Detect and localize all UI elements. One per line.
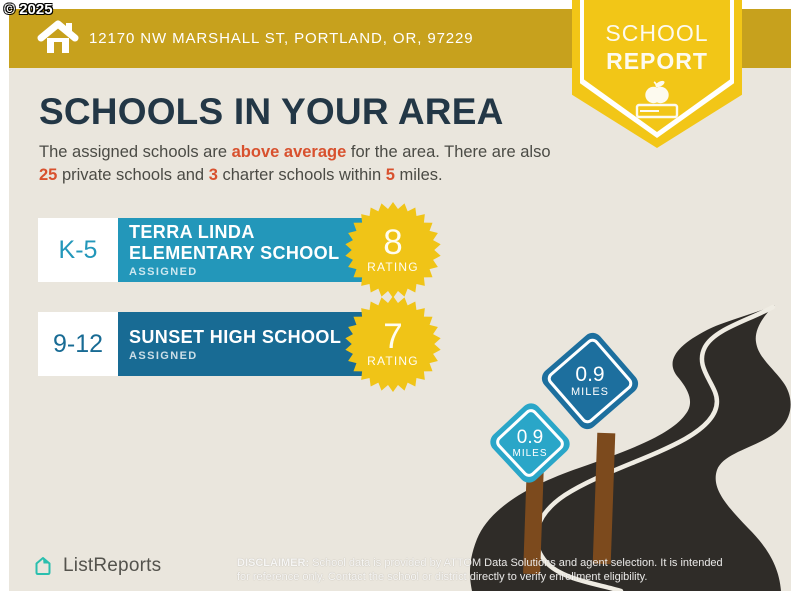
rating-number: 7 bbox=[383, 317, 403, 356]
distance-value: 0.9 bbox=[575, 363, 605, 386]
intro-part: The assigned schools are bbox=[39, 143, 232, 161]
school-name: SUNSET HIGH SCHOOL bbox=[129, 327, 368, 348]
intro-highlight-above-average: above average bbox=[231, 143, 347, 161]
disclaimer-text: DISCLAIMER: School data is provided by A… bbox=[237, 556, 752, 584]
school-name-line1: SUNSET HIGH SCHOOL bbox=[129, 326, 342, 347]
rating-label: RATING bbox=[367, 354, 419, 368]
distance-unit: MILES bbox=[570, 386, 609, 398]
badge-title-line1: SCHOOL bbox=[605, 20, 709, 46]
rating-value-group: 7 RATING bbox=[345, 296, 441, 392]
intro-charter-count: 3 bbox=[208, 166, 218, 185]
intro-part: for the area. There are also bbox=[346, 143, 551, 161]
assigned-label: ASSIGNED bbox=[129, 266, 198, 278]
disclaimer-body-line1: School data is provided by ATTOM Data So… bbox=[309, 557, 723, 569]
badge-content: SCHOOL REPORT bbox=[572, 0, 742, 129]
listreports-logo: ListReports bbox=[31, 554, 161, 578]
school-name-line2: ELEMENTARY SCHOOL bbox=[129, 243, 340, 263]
disclaimer-body-line2: for reference only. Contact the school o… bbox=[237, 571, 648, 583]
distance-value: 0.9 bbox=[516, 426, 544, 448]
sign-text: 0.9 MILES bbox=[499, 412, 561, 474]
listreports-house-icon bbox=[35, 557, 51, 575]
school-name-bar: SUNSET HIGH SCHOOL ASSIGNED bbox=[118, 312, 368, 376]
rating-starburst: 7 RATING bbox=[345, 296, 441, 392]
home-icon bbox=[37, 19, 79, 62]
badge-title-line2: REPORT bbox=[606, 48, 708, 74]
school-report-badge: SCHOOL REPORT bbox=[572, 0, 742, 148]
rating-number: 8 bbox=[383, 223, 403, 262]
apple-on-book-icon bbox=[572, 78, 742, 129]
intro-radius: 5 bbox=[385, 166, 395, 185]
intro-text: The assigned schools are above average f… bbox=[39, 141, 561, 187]
intro-part: private schools and bbox=[57, 166, 209, 185]
distance-unit: MILES bbox=[512, 447, 548, 459]
intro-part: charter schools within bbox=[217, 166, 386, 185]
property-address: 12170 NW MARSHALL ST, PORTLAND, OR, 9722… bbox=[89, 30, 474, 47]
school-row-elementary: K-5 TERRA LINDA ELEMENTARY SCHOOL ASSIGN… bbox=[38, 202, 441, 298]
school-name-line1: TERRA LINDA bbox=[129, 222, 255, 242]
intro-private-count: 25 bbox=[39, 166, 58, 185]
road-shape bbox=[469, 305, 791, 591]
rating-starburst: 8 RATING bbox=[345, 202, 441, 298]
grade-range-badge: 9-12 bbox=[38, 312, 118, 376]
rating-value-group: 8 RATING bbox=[345, 202, 441, 298]
brand-name: ListReports bbox=[63, 555, 162, 576]
page-title: SCHOOLS IN YOUR AREA bbox=[39, 91, 504, 132]
assigned-label: ASSIGNED bbox=[129, 349, 198, 362]
road-center-line bbox=[534, 304, 776, 591]
copyright-text: © 2025 bbox=[4, 1, 53, 18]
school-name: TERRA LINDA ELEMENTARY SCHOOL bbox=[129, 222, 368, 264]
grade-range-badge: K-5 bbox=[38, 218, 118, 282]
sign-text: 0.9 MILES bbox=[553, 344, 627, 418]
road-illustration bbox=[469, 304, 791, 591]
disclaimer-label: DISCLAIMER: bbox=[237, 557, 310, 569]
intro-part: miles. bbox=[394, 166, 443, 185]
school-row-high-school: 9-12 SUNSET HIGH SCHOOL ASSIGNED 7 RATIN… bbox=[38, 296, 441, 392]
rating-label: RATING bbox=[367, 260, 419, 274]
school-list: K-5 TERRA LINDA ELEMENTARY SCHOOL ASSIGN… bbox=[38, 202, 441, 406]
school-name-bar: TERRA LINDA ELEMENTARY SCHOOL ASSIGNED bbox=[118, 218, 368, 282]
distance-sign-elementary: 0.9 MILES bbox=[486, 399, 574, 487]
